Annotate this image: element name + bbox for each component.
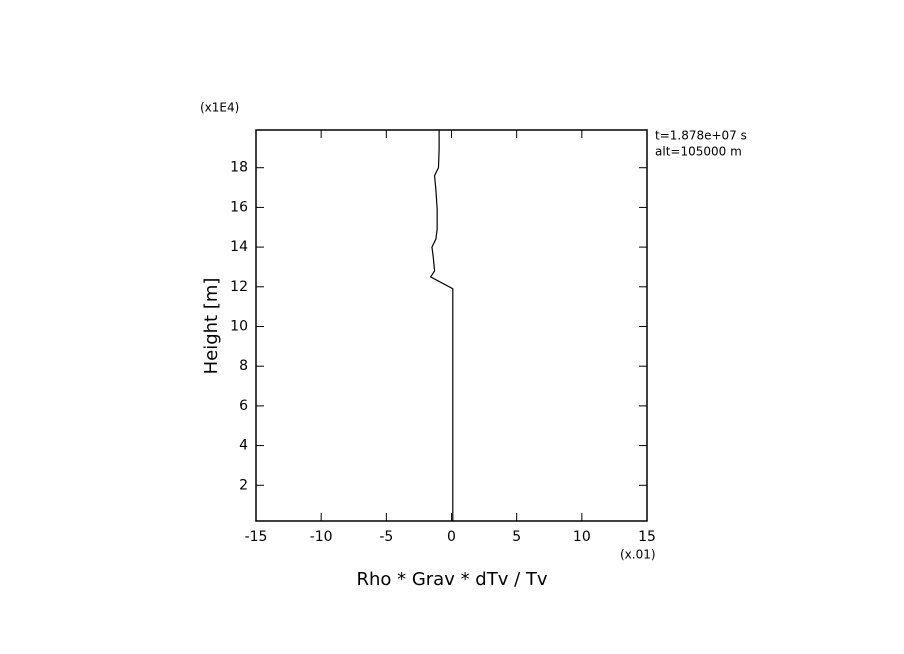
- y-tick-label: 18: [230, 160, 248, 176]
- x-tick-label: -5: [379, 529, 393, 545]
- y-tick-label: 12: [230, 279, 248, 295]
- plot-frame: [255, 129, 648, 522]
- x-tick-label: 5: [512, 529, 521, 545]
- y-multiplier: (x1E4): [200, 101, 239, 115]
- y-tick-label: 10: [230, 318, 248, 334]
- y-tick-label: 2: [239, 477, 248, 493]
- x-axis-label: Rho * Grav * dTv / Tv: [356, 569, 547, 590]
- time-note: t=1.878e+07 s: [655, 129, 747, 143]
- y-axis-label: Height [m]: [201, 278, 222, 375]
- alt-note: alt=105000 m: [655, 145, 742, 159]
- x-tick-label: 0: [447, 529, 456, 545]
- x-multiplier: (x.01): [620, 548, 656, 562]
- x-tick-label: 10: [573, 529, 591, 545]
- y-tick-label: 4: [239, 438, 248, 454]
- x-tick-label: -15: [245, 529, 268, 545]
- y-tick-label: 14: [230, 239, 248, 255]
- x-tick-label: -10: [310, 529, 333, 545]
- x-tick-label: 15: [638, 529, 656, 545]
- profile-line: [429, 130, 454, 521]
- y-tick-label: 8: [239, 358, 248, 374]
- y-tick-label: 6: [239, 398, 248, 414]
- y-tick-label: 16: [230, 199, 248, 215]
